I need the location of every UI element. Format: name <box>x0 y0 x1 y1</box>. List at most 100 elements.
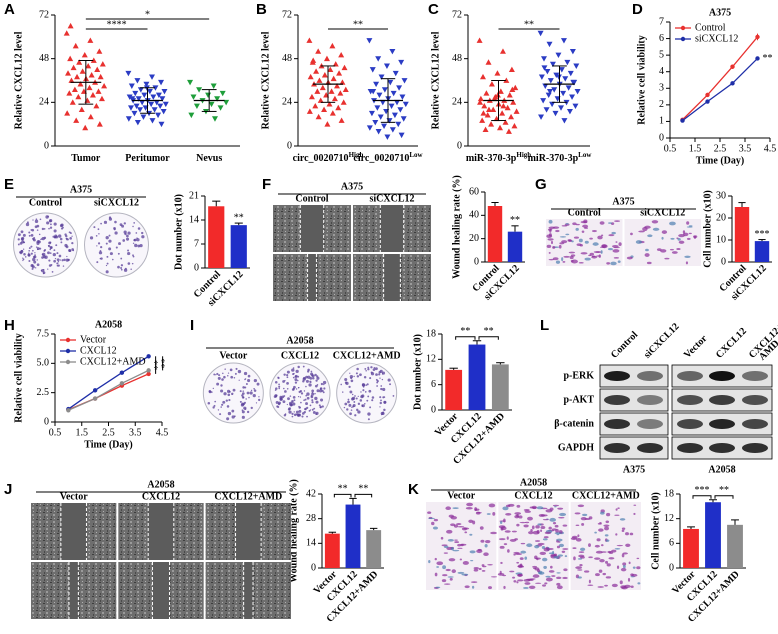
data-point <box>680 118 685 123</box>
colony <box>309 409 312 411</box>
data-point <box>543 107 550 113</box>
data-point <box>326 101 333 107</box>
migrated-cell <box>595 573 600 577</box>
data-point <box>150 94 157 100</box>
data-point <box>306 108 313 114</box>
colony <box>250 406 253 410</box>
migrated-cell <box>575 566 583 570</box>
migrated-cell <box>442 574 448 577</box>
colony <box>364 391 367 393</box>
migrated-cell <box>463 527 470 530</box>
data-point <box>562 76 569 82</box>
colony <box>379 369 383 373</box>
colony <box>241 415 245 419</box>
colony <box>301 415 304 418</box>
data-point <box>141 92 148 99</box>
colony <box>243 406 247 410</box>
colony <box>380 399 382 402</box>
colony <box>54 257 57 260</box>
data-point <box>499 110 506 116</box>
data-point <box>502 119 509 125</box>
colony <box>314 373 317 377</box>
y-tick-label: 0 <box>457 140 462 151</box>
colony <box>221 403 224 406</box>
colony <box>289 395 292 397</box>
panel-letter: A <box>4 1 15 18</box>
colony <box>288 407 292 411</box>
migrated-cell <box>615 533 618 536</box>
migrated-cell <box>589 237 593 240</box>
migrated-cell <box>596 255 601 257</box>
migrated-cell <box>688 225 693 227</box>
data-point <box>476 37 483 43</box>
colony <box>277 406 280 409</box>
migrated-cell <box>509 570 515 573</box>
data-point <box>503 77 510 83</box>
colony <box>381 378 384 381</box>
migrated-cell <box>617 260 621 263</box>
data-point <box>546 41 553 48</box>
y-axis-label: Relative CXCL12 level <box>430 31 441 129</box>
migrated-cell <box>534 582 542 584</box>
data-point <box>96 121 103 127</box>
data-point <box>484 112 491 118</box>
migrated-cell <box>678 240 685 244</box>
migrated-cell <box>506 536 509 540</box>
migrated-cell <box>621 527 626 530</box>
colony <box>297 365 300 369</box>
data-point <box>389 127 396 133</box>
colony <box>253 378 258 383</box>
colony <box>305 379 309 383</box>
migrated-cell <box>627 577 631 582</box>
colony <box>22 233 26 237</box>
colony <box>311 401 314 404</box>
data-point <box>148 101 155 108</box>
migrated-cell <box>636 557 640 560</box>
panel-letter: E <box>4 176 14 193</box>
colony <box>125 237 130 241</box>
migrated-cell <box>514 512 522 515</box>
y-axis-label: Cell number (x10) <box>650 492 661 570</box>
y-tick-label: 1 <box>659 116 664 127</box>
significance-label: ** <box>358 484 368 495</box>
colony <box>227 411 232 416</box>
migrated-cell <box>562 260 566 263</box>
colony <box>34 219 39 224</box>
row-label: p-AKT <box>563 394 594 405</box>
migrated-cell <box>454 539 458 541</box>
data-point <box>339 79 346 85</box>
data-point <box>500 102 507 109</box>
data-point <box>510 99 517 105</box>
colony <box>348 403 352 407</box>
colony <box>55 244 58 247</box>
data-point <box>392 70 399 77</box>
group-label: A2058 <box>708 464 735 475</box>
colony <box>30 252 33 255</box>
data-point <box>481 102 488 109</box>
y-tick-label: 20 <box>469 233 479 244</box>
y-tick-label: 6 <box>669 538 674 549</box>
colony <box>242 403 245 406</box>
data-point <box>219 90 226 97</box>
migrated-cell <box>561 550 566 553</box>
colony <box>371 396 375 399</box>
data-point <box>400 116 407 122</box>
migrated-cell <box>470 559 474 562</box>
migrated-cell <box>488 503 496 508</box>
migrated-cell <box>432 526 439 530</box>
chart-title: A2058 <box>95 319 122 330</box>
significance-label: ** <box>524 19 534 30</box>
colony <box>44 248 47 252</box>
data-point <box>71 86 78 92</box>
migrated-cell <box>600 250 603 254</box>
colony <box>220 389 224 393</box>
data-point <box>504 104 511 111</box>
data-point <box>494 70 501 76</box>
data-point <box>149 118 156 124</box>
colony <box>309 377 313 380</box>
y-axis-label: Relative cell viability <box>636 35 647 124</box>
significance-label: **** <box>107 19 127 30</box>
colony <box>137 244 141 248</box>
colony <box>320 398 324 402</box>
data-point <box>69 99 76 105</box>
